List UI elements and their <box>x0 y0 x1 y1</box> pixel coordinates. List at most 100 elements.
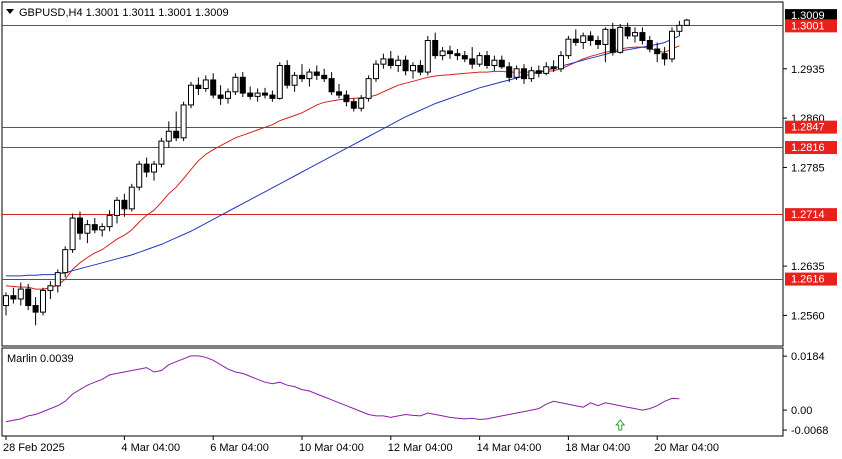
candle-4[interactable] <box>32 296 39 326</box>
candle-61[interactable] <box>454 49 461 61</box>
candle-14[interactable] <box>106 210 113 232</box>
candle-37[interactable] <box>276 62 283 100</box>
candle-16[interactable] <box>121 193 128 217</box>
candle-25[interactable] <box>188 81 194 109</box>
price-tick-label: 1.2635 <box>791 261 825 273</box>
candle-21[interactable] <box>158 137 165 168</box>
candle-body <box>447 50 453 55</box>
candle-73[interactable] <box>543 62 550 76</box>
candle-41[interactable] <box>306 68 313 87</box>
candle-72[interactable] <box>535 65 542 78</box>
candle-74[interactable] <box>550 60 557 73</box>
candle-18[interactable] <box>136 160 143 191</box>
dropdown-triangle-icon[interactable] <box>6 9 14 14</box>
candle-71[interactable] <box>528 66 535 82</box>
candle-63[interactable] <box>469 47 476 69</box>
candle-48[interactable] <box>358 95 365 112</box>
candle-64[interactable] <box>476 52 483 67</box>
candle-body <box>40 289 46 313</box>
candle-86[interactable] <box>639 27 646 45</box>
candle-9[interactable] <box>69 213 76 253</box>
candle-78[interactable] <box>580 32 587 50</box>
candle-3[interactable] <box>25 283 32 311</box>
candle-62[interactable] <box>461 51 468 63</box>
candle-17[interactable] <box>128 183 135 212</box>
candle-65[interactable] <box>484 51 490 69</box>
candle-7[interactable] <box>54 269 61 293</box>
candle-34[interactable] <box>254 88 261 102</box>
candle-68[interactable] <box>506 62 513 82</box>
candle-54[interactable] <box>402 55 409 76</box>
candle-6[interactable] <box>47 281 54 299</box>
candle-90[interactable] <box>669 27 675 63</box>
candle-26[interactable] <box>195 77 202 96</box>
candle-76[interactable] <box>565 35 572 59</box>
candle-32[interactable] <box>239 72 246 98</box>
candle-60[interactable] <box>447 45 453 59</box>
candle-84[interactable] <box>624 22 631 40</box>
candle-5[interactable] <box>40 287 46 316</box>
candle-38[interactable] <box>284 60 291 89</box>
candle-83[interactable] <box>617 24 624 54</box>
candle-12[interactable] <box>91 218 98 234</box>
candle-66[interactable] <box>491 55 498 71</box>
candle-52[interactable] <box>387 51 394 69</box>
candle-13[interactable] <box>99 223 106 237</box>
candle-body <box>484 55 490 66</box>
candle-67[interactable] <box>498 55 505 69</box>
candle-58[interactable] <box>432 32 439 59</box>
candle-36[interactable] <box>269 90 276 102</box>
candle-27[interactable] <box>202 75 209 92</box>
candle-55[interactable] <box>410 62 416 79</box>
candle-75[interactable] <box>558 51 564 73</box>
candle-89[interactable] <box>661 47 668 66</box>
candle-92[interactable] <box>683 18 690 26</box>
candle-22[interactable] <box>165 121 172 148</box>
candle-88[interactable] <box>654 42 661 63</box>
candle-50[interactable] <box>373 60 379 82</box>
candle-1[interactable] <box>10 287 17 304</box>
candle-51[interactable] <box>380 53 387 69</box>
candle-85[interactable] <box>632 27 638 43</box>
candle-46[interactable] <box>343 90 350 107</box>
candle-43[interactable] <box>321 68 328 82</box>
candle-82[interactable] <box>609 22 616 56</box>
candle-40[interactable] <box>299 64 305 82</box>
candle-33[interactable] <box>247 86 254 100</box>
candle-19[interactable] <box>143 157 150 178</box>
candle-39[interactable] <box>291 72 298 92</box>
candle-31[interactable] <box>232 73 239 96</box>
candle-77[interactable] <box>572 29 579 46</box>
candle-29[interactable] <box>217 85 224 105</box>
candle-45[interactable] <box>336 83 342 99</box>
candle-87[interactable] <box>646 35 653 53</box>
candle-70[interactable] <box>521 64 527 84</box>
candle-57[interactable] <box>424 35 431 76</box>
candle-44[interactable] <box>328 72 335 96</box>
candle-47[interactable] <box>350 98 357 112</box>
candle-79[interactable] <box>587 31 594 46</box>
candle-11[interactable] <box>84 220 91 244</box>
candle-30[interactable] <box>225 88 231 104</box>
candles-layer[interactable] <box>3 18 690 326</box>
candle-20[interactable] <box>151 160 157 181</box>
candle-80[interactable] <box>595 35 601 50</box>
candle-35[interactable] <box>262 87 268 99</box>
candle-42[interactable] <box>313 65 320 80</box>
candle-81[interactable] <box>602 27 609 63</box>
candle-28[interactable] <box>210 73 217 99</box>
candle-10[interactable] <box>77 211 83 240</box>
candle-body <box>535 70 542 74</box>
candle-56[interactable] <box>417 60 424 76</box>
candle-15[interactable] <box>114 197 120 224</box>
candle-53[interactable] <box>395 55 402 73</box>
candle-49[interactable] <box>365 75 372 102</box>
candle-0[interactable] <box>3 292 9 316</box>
candle-59[interactable] <box>439 47 446 61</box>
candle-24[interactable] <box>180 101 187 142</box>
candle-2[interactable] <box>17 282 24 306</box>
candle-69[interactable] <box>513 65 520 80</box>
candle-91[interactable] <box>676 20 683 36</box>
candle-8[interactable] <box>62 246 69 278</box>
candle-23[interactable] <box>173 111 180 142</box>
